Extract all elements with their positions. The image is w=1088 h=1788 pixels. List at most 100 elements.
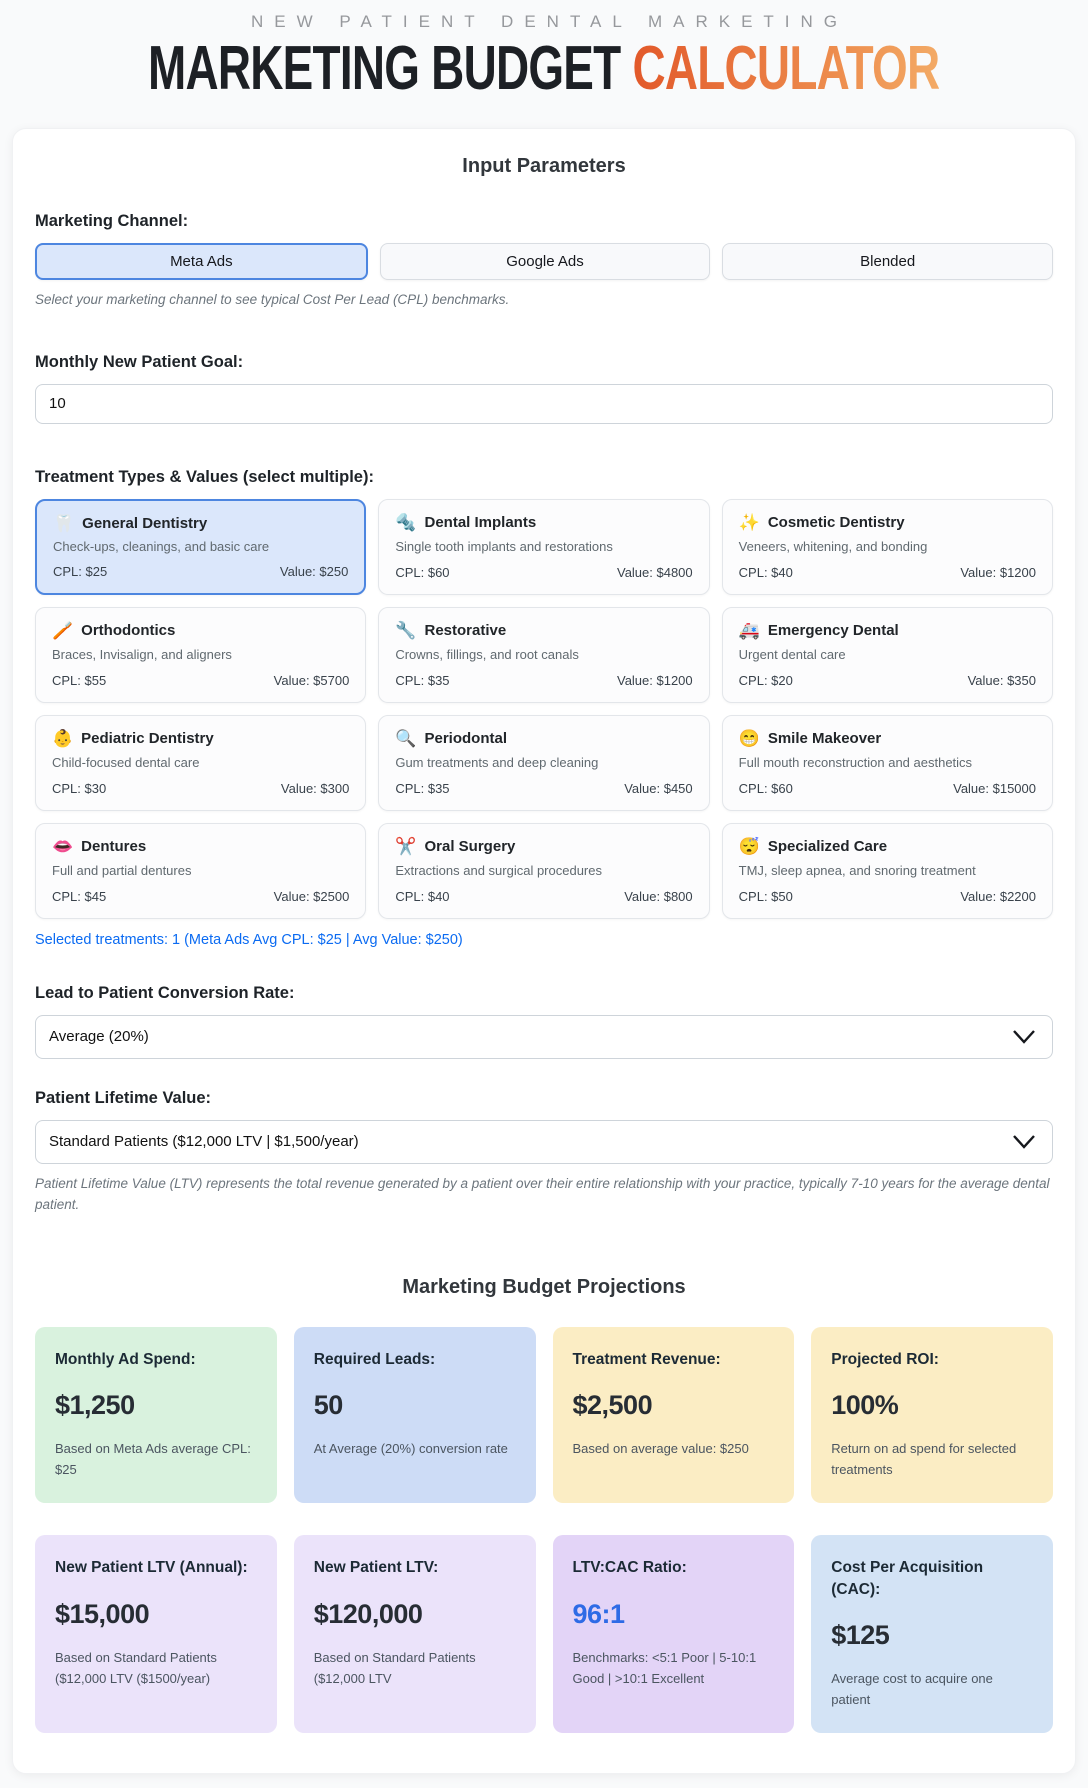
treatment-value: Value: $2500 bbox=[273, 888, 350, 904]
calculator-card: Input Parameters Marketing Channel: Meta… bbox=[12, 128, 1076, 1775]
channel-helper-text: Select your marketing channel to see typ… bbox=[35, 292, 510, 307]
treatment-value: Value: $450 bbox=[624, 780, 693, 796]
patient-goal-label: Monthly New Patient Goal: bbox=[35, 352, 244, 371]
treatment-name: Specialized Care bbox=[767, 837, 888, 855]
treatment-cpl: CPL: $60 bbox=[395, 564, 450, 580]
treatment-card-dental-implants[interactable]: 🔩 Dental Implants Single tooth implants a… bbox=[378, 498, 710, 595]
ambulance-icon: 🚑 bbox=[738, 620, 760, 640]
treatment-name: Dental Implants bbox=[424, 513, 537, 531]
conversion-rate-value: Average (20%) bbox=[49, 1028, 149, 1046]
treatment-value: Value: $800 bbox=[624, 888, 693, 904]
channel-button-group: Meta Ads Google Ads Blended bbox=[35, 243, 1054, 280]
treatment-desc: Braces, Invisalign, and aligners bbox=[52, 647, 232, 663]
treatment-desc: Full mouth reconstruction and aesthetics bbox=[738, 755, 973, 771]
treatment-card-orthodontics[interactable]: 🪥 Orthodontics Braces, Invisalign, and al… bbox=[35, 606, 367, 703]
treatment-value: Value: $350 bbox=[967, 672, 1036, 688]
conversion-rate-label: Lead to Patient Conversion Rate: bbox=[35, 983, 295, 1002]
channel-button-google-ads[interactable]: Google Ads bbox=[379, 243, 711, 280]
treatment-desc: TMJ, sleep apnea, and snoring treatment bbox=[738, 863, 976, 879]
channel-button-meta-ads[interactable]: Meta Ads bbox=[35, 243, 368, 280]
projections-grid: Monthly Ad Spend: $1,250 Based on Meta A… bbox=[35, 1326, 1053, 1734]
treatment-card-specialized-care[interactable]: 😴 Specialized Care TMJ, sleep apnea, and … bbox=[721, 822, 1053, 919]
treatment-value: Value: $250 bbox=[279, 563, 349, 579]
treatment-card-cosmetic-dentistry[interactable]: ✨ Cosmetic Dentistry Veneers, whitening, … bbox=[721, 498, 1053, 595]
projection-desc: At Average (20%) conversion rate bbox=[313, 1441, 508, 1457]
treatment-name: Periodontal bbox=[424, 729, 508, 747]
treatment-cpl: CPL: $55 bbox=[52, 672, 107, 688]
ltv-helper-text: Patient Lifetime Value (LTV) represents … bbox=[35, 1175, 1050, 1212]
treatment-name: Emergency Dental bbox=[767, 621, 899, 639]
projection-desc: Return on ad spend for selected treatmen… bbox=[831, 1441, 1017, 1478]
treatment-cpl: CPL: $50 bbox=[738, 888, 793, 904]
lips-icon: 👄 bbox=[52, 836, 74, 856]
projection-value: $2,500 bbox=[572, 1390, 653, 1421]
patient-ltv-label: Patient Lifetime Value: bbox=[35, 1088, 212, 1107]
projection-value: $1,250 bbox=[55, 1390, 135, 1421]
treatment-cpl: CPL: $35 bbox=[395, 780, 450, 796]
projection-desc: Based on Standard Patients ($12,000 LTV bbox=[313, 1649, 476, 1686]
treatment-name: Dentures bbox=[81, 837, 147, 855]
page-title-accent: CALCULATOR bbox=[632, 34, 941, 103]
treatment-desc: Child-focused dental care bbox=[52, 755, 200, 771]
projection-value: $125 bbox=[831, 1620, 890, 1651]
projection-desc: Based on average value: $250 bbox=[572, 1441, 749, 1457]
screw-icon: 🔩 bbox=[395, 512, 417, 532]
treatment-card-smile-makeover[interactable]: 😁 Smile Makeover Full mouth reconstructio… bbox=[721, 714, 1053, 811]
input-parameters-heading: Input Parameters bbox=[462, 155, 626, 177]
marketing-channel-label: Marketing Channel: bbox=[35, 212, 189, 230]
projection-card-ltv-annual: New Patient LTV (Annual): $15,000 Based … bbox=[35, 1535, 277, 1734]
projection-title: LTV:CAC Ratio: bbox=[572, 1559, 687, 1577]
treatment-card-emergency-dental[interactable]: 🚑 Emergency Dental Urgent dental care CPL… bbox=[721, 606, 1053, 703]
treatment-cpl: CPL: $40 bbox=[738, 564, 793, 580]
treatment-desc: Veneers, whitening, and bonding bbox=[738, 539, 928, 555]
selected-treatments-summary: Selected treatments: 1 (Meta Ads Avg CPL… bbox=[35, 931, 463, 948]
wrench-icon: 🔧 bbox=[395, 620, 417, 640]
projection-card-cac: Cost Per Acquisition (CAC): $125 Average… bbox=[811, 1535, 1053, 1734]
treatment-desc: Gum treatments and deep cleaning bbox=[395, 755, 599, 771]
projections-heading: Marketing Budget Projections bbox=[402, 1275, 686, 1298]
scissors-icon: ✂️ bbox=[395, 836, 417, 856]
treatment-desc: Full and partial dentures bbox=[52, 863, 192, 879]
projection-card-required-leads: Required Leads: 50 At Average (20%) conv… bbox=[293, 1326, 536, 1504]
projection-title: Required Leads: bbox=[313, 1350, 436, 1368]
tooth-icon: 🦷 bbox=[53, 513, 75, 533]
projection-title: New Patient LTV: bbox=[313, 1559, 439, 1577]
projection-title: Monthly Ad Spend: bbox=[55, 1350, 196, 1368]
channel-button-blended[interactable]: Blended bbox=[722, 243, 1054, 280]
treatment-value: Value: $300 bbox=[280, 780, 350, 796]
projection-card-ltv-total: New Patient LTV: $120,000 Based on Stand… bbox=[293, 1535, 536, 1734]
treatment-name: Cosmetic Dentistry bbox=[767, 513, 905, 531]
projection-value: 100% bbox=[831, 1390, 899, 1421]
projection-card-monthly-ad-spend: Monthly Ad Spend: $1,250 Based on Meta A… bbox=[35, 1326, 277, 1504]
treatment-value: Value: $15000 bbox=[953, 780, 1036, 796]
chevron-down-icon bbox=[1013, 1030, 1035, 1045]
treatment-desc: Single tooth implants and restorations bbox=[395, 539, 613, 555]
projection-desc: Benchmarks: <5:1 Poor | 5-10:1 Good | >1… bbox=[572, 1649, 757, 1686]
projection-card-treatment-revenue: Treatment Revenue: $2,500 Based on avera… bbox=[552, 1326, 795, 1504]
treatment-desc: Crowns, fillings, and root canals bbox=[395, 647, 579, 663]
treatment-cpl: CPL: $35 bbox=[395, 672, 450, 688]
treatment-name: Smile Makeover bbox=[767, 729, 882, 747]
patient-goal-input[interactable] bbox=[35, 383, 1053, 424]
treatment-card-dentures[interactable]: 👄 Dentures Full and partial dentures CPL:… bbox=[35, 822, 367, 919]
treatment-name: Restorative bbox=[424, 621, 507, 639]
treatment-card-pediatric-dentistry[interactable]: 👶 Pediatric Dentistry Child-focused denta… bbox=[35, 714, 367, 811]
grinning-face-icon: 😁 bbox=[738, 728, 760, 748]
page-title: MARKETING BUDGET CALCULATOR bbox=[0, 38, 1088, 100]
projection-card-projected-roi: Projected ROI: 100% Return on ad spend f… bbox=[811, 1326, 1053, 1504]
treatment-card-general-dentistry[interactable]: 🦷 General Dentistry Check-ups, cleanings,… bbox=[35, 498, 367, 595]
projection-title: New Patient LTV (Annual): bbox=[55, 1559, 248, 1577]
treatment-desc: Urgent dental care bbox=[738, 647, 846, 663]
treatment-card-oral-surgery[interactable]: ✂️ Oral Surgery Extractions and surgical … bbox=[378, 822, 710, 919]
conversion-rate-select[interactable]: Average (20%) bbox=[35, 1014, 1053, 1059]
treatment-cpl: CPL: $60 bbox=[738, 780, 793, 796]
projection-value: 50 bbox=[313, 1390, 344, 1421]
treatment-cpl: CPL: $45 bbox=[52, 888, 107, 904]
treatment-card-restorative[interactable]: 🔧 Restorative Crowns, fillings, and root … bbox=[378, 606, 710, 703]
patient-ltv-select[interactable]: Standard Patients ($12,000 LTV | $1,500/… bbox=[35, 1119, 1053, 1164]
treatment-desc: Extractions and surgical procedures bbox=[395, 863, 602, 879]
projection-card-ltv-cac-ratio: LTV:CAC Ratio: 96:1 Benchmarks: <5:1 Poo… bbox=[552, 1535, 795, 1734]
treatment-card-periodontal[interactable]: 🔍 Periodontal Gum treatments and deep cle… bbox=[378, 714, 710, 811]
page-header: NEW PATIENT DENTAL MARKETING MARKETING B… bbox=[0, 0, 1088, 100]
patient-ltv-value: Standard Patients ($12,000 LTV | $1,500/… bbox=[49, 1133, 359, 1151]
